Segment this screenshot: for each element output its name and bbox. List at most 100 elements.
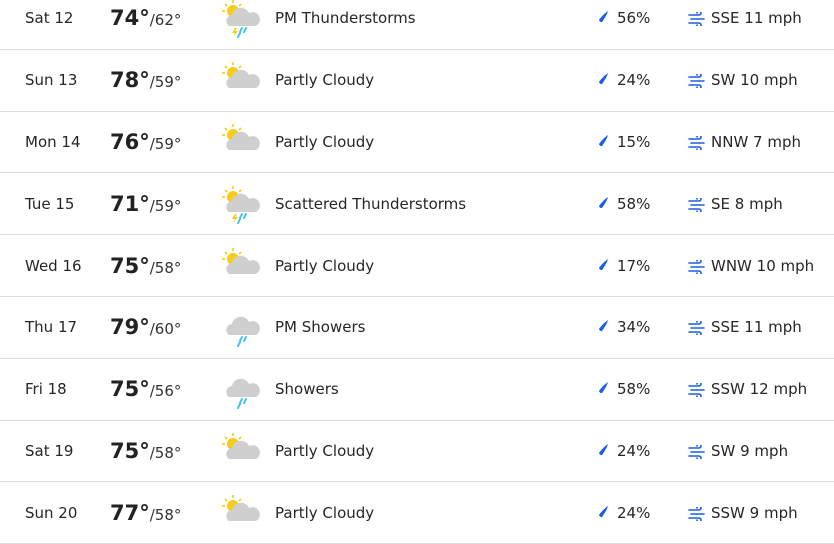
wind: SSW 12 mph <box>711 380 808 399</box>
temperatures: 71°/59° <box>110 192 181 216</box>
day-label: Wed 16 <box>25 256 82 275</box>
high-temp: 78° <box>110 68 150 93</box>
precip-chance: 24% <box>617 71 651 90</box>
condition: Showers <box>275 380 339 399</box>
wind-icon <box>688 72 706 90</box>
partly-cloudy-icon <box>221 246 261 286</box>
day-label: Thu 17 <box>25 318 78 337</box>
temperatures: 77°/58° <box>110 501 181 525</box>
raindrop-icon <box>598 443 610 459</box>
low-temp: /60° <box>149 320 182 339</box>
temperatures: 76°/59° <box>110 130 181 154</box>
temperatures: 75°/56° <box>110 377 181 401</box>
temperatures: 75°/58° <box>110 254 181 278</box>
high-temp: 79° <box>110 315 150 340</box>
condition: PM Thunderstorms <box>275 9 416 28</box>
showers-icon <box>221 369 261 410</box>
wind: SSW 9 mph <box>711 503 798 522</box>
precip-chance: 15% <box>617 132 651 151</box>
partly-cloudy-icon <box>221 431 261 471</box>
wind: NNW 7 mph <box>711 132 801 151</box>
wind-icon <box>688 257 706 276</box>
wind-icon <box>688 505 706 523</box>
forecast-row[interactable]: Tue 15 71°/59° Scattered Thunderstorms 5… <box>0 173 834 236</box>
condition: Partly Cloudy <box>275 71 375 90</box>
day-label: Mon 14 <box>25 132 81 151</box>
raindrop-icon <box>598 134 610 150</box>
temperatures: 78°/59° <box>110 68 181 92</box>
wind: SSE 11 mph <box>711 9 802 28</box>
high-temp: 76° <box>110 129 150 154</box>
day-label: Tue 15 <box>25 194 75 213</box>
high-temp: 71° <box>110 191 150 216</box>
precip-chance: 24% <box>617 503 651 522</box>
day-label: Sat 19 <box>25 441 74 460</box>
forecast-row[interactable]: Sun 20 77°/58° Partly Cloudy 24% SSW 9 m… <box>0 482 834 544</box>
low-temp: /59° <box>149 134 182 153</box>
low-temp: /59° <box>149 73 182 92</box>
day-label: Sun 13 <box>25 71 78 90</box>
day-label: Fri 18 <box>25 380 67 399</box>
day-label: Sun 20 <box>25 503 78 522</box>
forecast-row[interactable]: Wed 16 75°/58° Partly Cloudy 17% WNW 10 … <box>0 235 834 297</box>
temperatures: 79°/60° <box>110 315 181 339</box>
low-temp: /58° <box>149 505 182 524</box>
high-temp: 77° <box>110 500 150 525</box>
low-temp: /62° <box>149 11 182 30</box>
forecast-row[interactable]: Sat 12 74°/62° PM Thunderstorms 56% SSE … <box>0 0 834 50</box>
raindrop-icon <box>598 196 610 212</box>
high-temp: 74° <box>110 6 150 31</box>
condition: Partly Cloudy <box>275 503 375 522</box>
wind-icon <box>688 319 706 338</box>
raindrop-icon <box>598 319 610 335</box>
precip-chance: 58% <box>617 380 651 399</box>
precip-chance: 17% <box>617 256 651 275</box>
wind-icon <box>688 196 706 214</box>
temperatures: 75°/58° <box>110 439 181 463</box>
high-temp: 75° <box>110 438 150 463</box>
partly-cloudy-icon <box>221 493 261 533</box>
partly-cloudy-icon <box>221 122 261 162</box>
wind: SW 9 mph <box>711 441 789 460</box>
day-label: Sat 12 <box>25 9 74 28</box>
high-temp: 75° <box>110 253 150 278</box>
condition: Partly Cloudy <box>275 256 375 275</box>
raindrop-icon <box>598 10 610 26</box>
low-temp: /59° <box>149 196 182 215</box>
forecast-row[interactable]: Fri 18 75°/56° Showers 58% SSW 12 mph <box>0 359 834 421</box>
forecast-row[interactable]: Thu 17 79°/60° PM Showers 34% SSE 11 mph <box>0 297 834 359</box>
wind-icon <box>688 10 706 29</box>
raindrop-icon <box>598 258 610 274</box>
wind-icon <box>688 443 706 461</box>
low-temp: /58° <box>149 443 182 462</box>
precip-chance: 34% <box>617 318 651 337</box>
raindrop-icon <box>598 72 610 88</box>
thunderstorm-icon <box>221 184 261 224</box>
wind-icon <box>688 134 706 152</box>
low-temp: /58° <box>149 258 182 277</box>
raindrop-icon <box>598 381 610 397</box>
precip-chance: 24% <box>617 441 651 460</box>
temperatures: 74°/62° <box>110 6 181 30</box>
condition: Partly Cloudy <box>275 441 375 460</box>
wind: WNW 10 mph <box>711 256 815 275</box>
low-temp: /56° <box>149 382 182 401</box>
precip-chance: 56% <box>617 9 651 28</box>
wind: SSE 11 mph <box>711 318 802 337</box>
forecast-row[interactable]: Sun 13 78°/59° Partly Cloudy 24% SW 10 m… <box>0 50 834 112</box>
thunderstorm-icon <box>221 0 261 39</box>
showers-icon <box>221 307 261 348</box>
condition: Scattered Thunderstorms <box>275 194 467 213</box>
wind-icon <box>688 381 706 399</box>
raindrop-icon <box>598 505 610 521</box>
high-temp: 75° <box>110 377 150 402</box>
wind: SW 10 mph <box>711 71 798 90</box>
wind: SE 8 mph <box>711 194 783 213</box>
precip-chance: 58% <box>617 194 651 213</box>
partly-cloudy-icon <box>221 60 261 100</box>
forecast-row[interactable]: Sat 19 75°/58° Partly Cloudy 24% SW 9 mp… <box>0 421 834 483</box>
condition: Partly Cloudy <box>275 132 375 151</box>
forecast-row[interactable]: Mon 14 76°/59° Partly Cloudy 15% NNW 7 m… <box>0 112 834 174</box>
condition: PM Showers <box>275 318 366 337</box>
